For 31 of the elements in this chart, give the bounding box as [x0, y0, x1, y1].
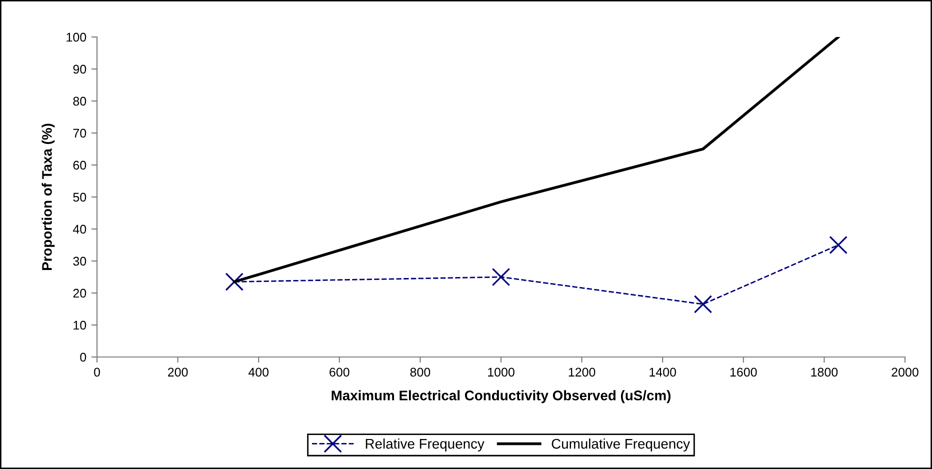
- y-tick-label: 70: [73, 128, 86, 138]
- y-tick-label: 20: [73, 288, 86, 298]
- x-tick-label: 1200: [568, 368, 596, 377]
- y-tick-label: 80: [73, 96, 86, 106]
- legend-label: Relative Frequency: [366, 438, 484, 452]
- x-axis-title: Maximum Electrical Conductivity Observed (uS/cm): [332, 390, 671, 404]
- x-tick-label: 2000: [892, 368, 918, 377]
- point: [694, 295, 712, 314]
- x-tick-label: 1000: [488, 368, 514, 377]
- y-tick-label: 0: [80, 352, 86, 362]
- point: [829, 236, 848, 254]
- line-series: [232, 37, 840, 284]
- x-tick-label: 400: [248, 368, 269, 377]
- legend-label: Cumulative Frequency: [552, 438, 690, 452]
- x-tick-label: 1400: [650, 368, 676, 377]
- y-tick-label: 100: [66, 32, 86, 42]
- y-tick-label: 40: [72, 224, 86, 234]
- x-tick-label: 0: [94, 368, 100, 377]
- y-tick-label: 60: [73, 160, 86, 170]
- y-tick-label: 10: [74, 320, 86, 330]
- point: [492, 268, 510, 286]
- y-axis-title: Proportion of Taxa (%): [42, 124, 55, 270]
- x-tick-label: 1800: [811, 368, 838, 377]
- x-tick-label: 200: [168, 368, 188, 377]
- y-tick-label: 50: [73, 192, 86, 202]
- x-tick-label: 600: [330, 368, 350, 377]
- point: [225, 272, 244, 291]
- x-tick-label: 800: [410, 368, 430, 377]
- y-tick-label: 90: [73, 64, 86, 74]
- y-tick-label: 30: [73, 256, 86, 266]
- x-tick-label: 1600: [730, 368, 757, 377]
